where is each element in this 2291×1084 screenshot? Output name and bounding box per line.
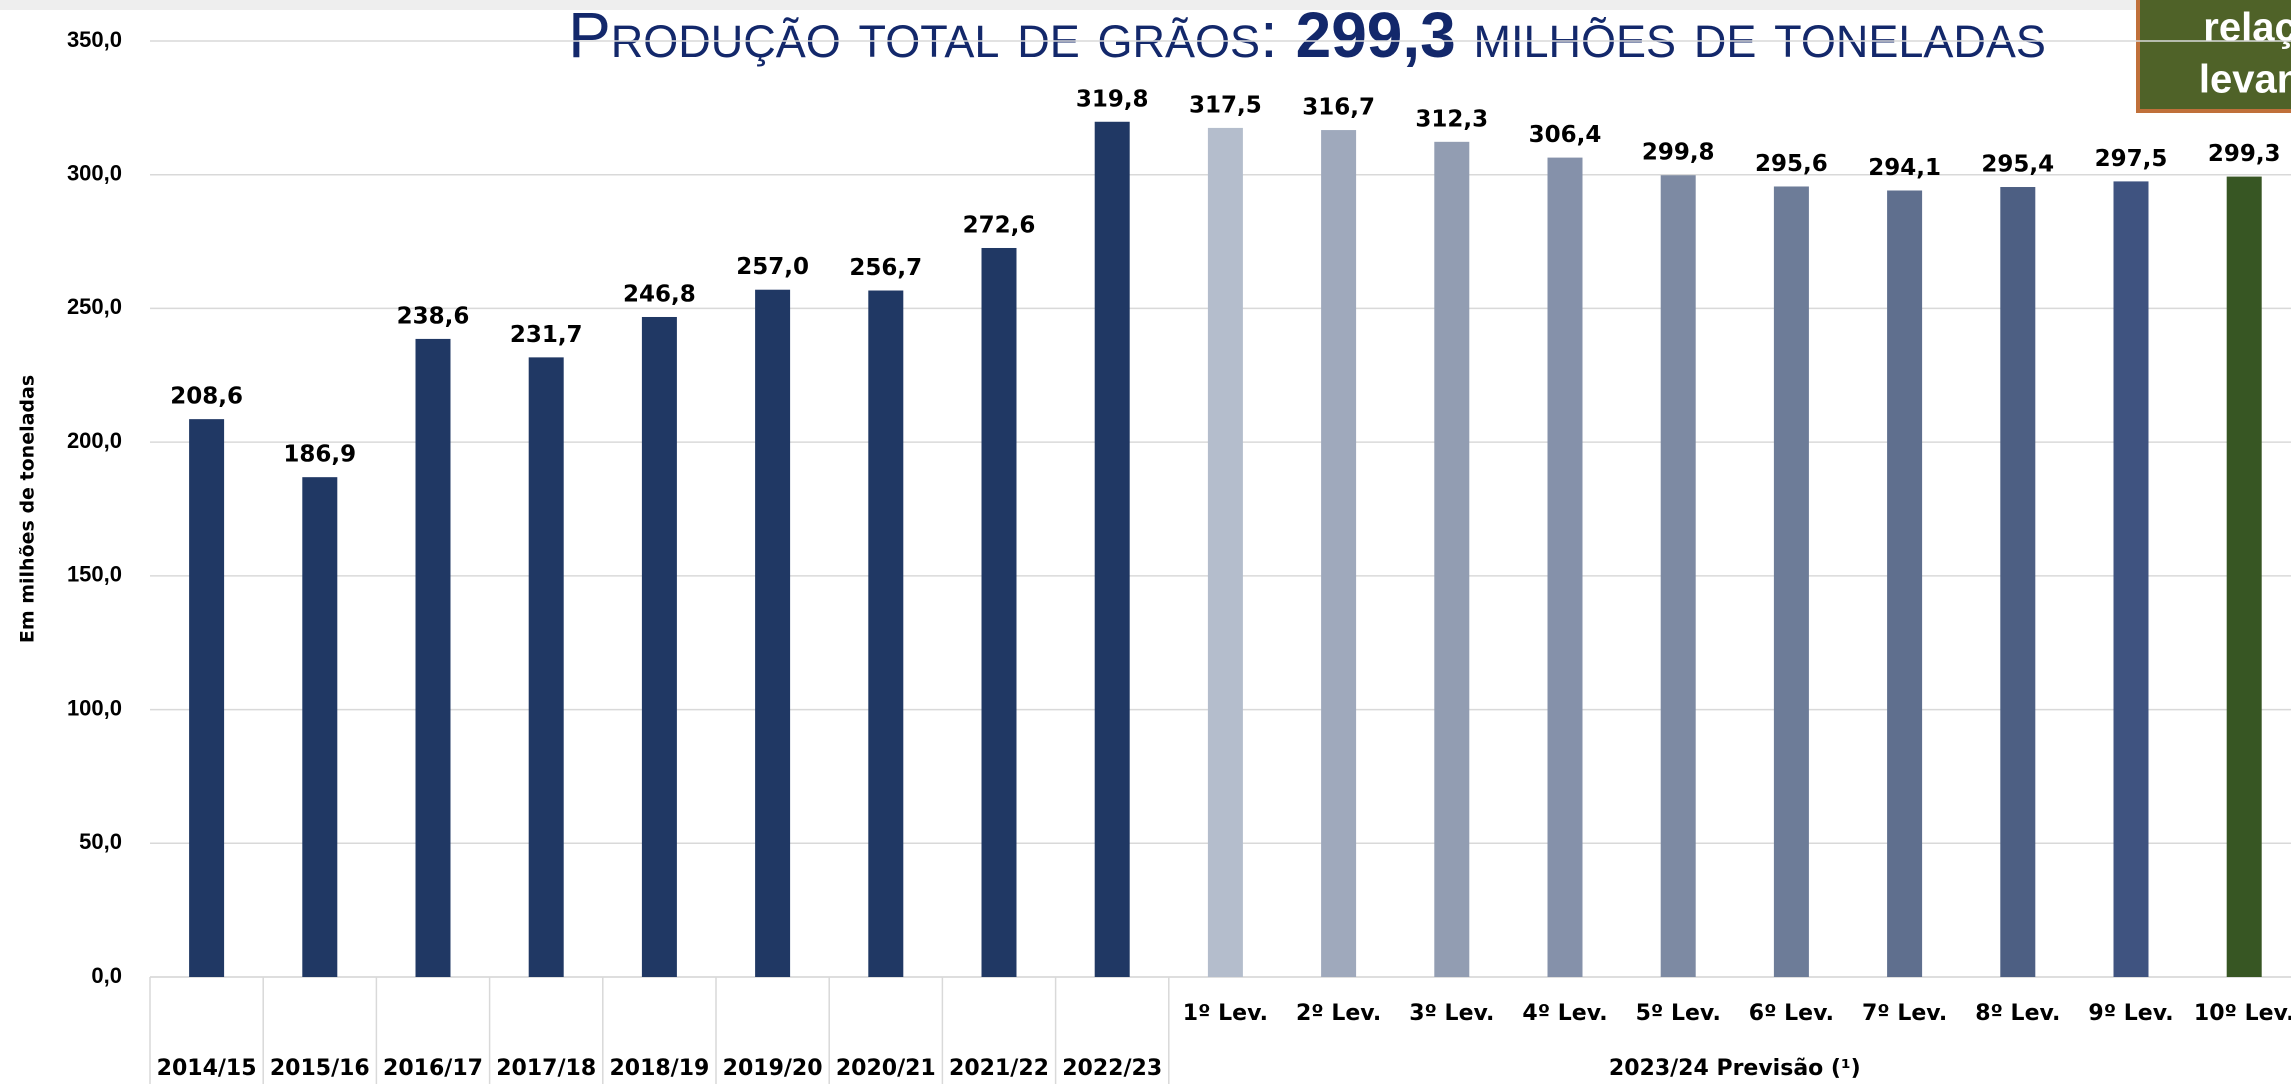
bar: [2000, 187, 2036, 978]
group-label: 2023/24 Previsão (¹): [1609, 1056, 1861, 1081]
bar: [1094, 121, 1130, 977]
value-label: 208,6: [170, 384, 243, 410]
bar: [1207, 127, 1243, 977]
x-tick-label: 5º Lev.: [1636, 1001, 1721, 1026]
y-tick-label: 250,0: [67, 294, 122, 319]
x-tick-label: 2020/21: [836, 1056, 936, 1081]
value-label: 316,7: [1302, 95, 1375, 121]
bar: [868, 290, 904, 977]
x-tick-label: 2º Lev.: [1296, 1001, 1381, 1026]
bar: [1547, 157, 1583, 977]
bar: [2113, 181, 2149, 977]
x-tick-label: 2019/20: [723, 1056, 823, 1081]
chart-title: Produção total de grãos: 299,3 milhões d…: [568, 0, 2046, 71]
value-label: 272,6: [963, 212, 1036, 238]
x-tick-label: 2021/22: [949, 1056, 1049, 1081]
bar: [1434, 141, 1470, 978]
x-tick-label: 2016/17: [383, 1056, 483, 1081]
x-tick-label: 6º Lev.: [1749, 1001, 1834, 1026]
y-tick-label: 150,0: [67, 562, 122, 587]
title-value: 299,3: [1296, 0, 1456, 71]
x-tick-label: 8º Lev.: [1975, 1001, 2060, 1026]
x-tick-label: 2015/16: [270, 1056, 370, 1081]
y-axis-label: Em milhões de toneladas: [17, 375, 39, 643]
bar: [641, 316, 677, 977]
value-label: 297,5: [2095, 146, 2168, 172]
value-label: 319,8: [1076, 86, 1149, 112]
y-tick-label: 100,0: [67, 695, 122, 720]
value-label: 317,5: [1189, 92, 1262, 118]
bar: [415, 338, 451, 978]
bar: [302, 477, 338, 977]
value-label: 257,0: [736, 254, 809, 280]
callout-text: relaç: [2203, 6, 2291, 50]
bar: [1321, 130, 1357, 977]
x-tick-label: 2022/23: [1062, 1056, 1162, 1081]
x-tick-label: 4º Lev.: [1522, 1001, 1607, 1026]
top-strip: [0, 0, 2291, 10]
bar: [2226, 176, 2262, 977]
value-label: 256,7: [849, 255, 922, 281]
bar: [1887, 190, 1923, 978]
callout-box: [2136, 0, 2291, 113]
x-tick-label: 3º Lev.: [1409, 1001, 1494, 1026]
value-label: 312,3: [1415, 106, 1488, 132]
x-tick-label: 2017/18: [496, 1056, 596, 1081]
x-tick-label: 2018/19: [609, 1056, 709, 1081]
bar: [189, 419, 225, 977]
x-tick-label: 7º Lev.: [1862, 1001, 1947, 1026]
callout-text: levan: [2199, 58, 2291, 102]
bar: [981, 247, 1017, 977]
x-tick-label: 2014/15: [157, 1056, 257, 1081]
value-label: 294,1: [1868, 155, 1941, 181]
x-tick-label: 9º Lev.: [2088, 1001, 2173, 1026]
bar: [1660, 175, 1696, 977]
bar: [755, 289, 791, 977]
bar: [528, 357, 564, 977]
value-label: 295,4: [1981, 152, 2054, 178]
value-label: 299,3: [2208, 141, 2281, 167]
y-tick-label: 0,0: [91, 963, 122, 988]
value-label: 299,8: [1642, 140, 1715, 166]
bar: [1773, 186, 1809, 977]
x-tick-label: 1º Lev.: [1183, 1001, 1268, 1026]
value-label: 186,9: [283, 442, 356, 468]
value-label: 231,7: [510, 322, 583, 348]
y-tick-label: 300,0: [67, 161, 122, 186]
y-tick-label: 200,0: [67, 428, 122, 453]
value-label: 238,6: [397, 303, 470, 329]
title-part: milhões de toneladas: [1456, 0, 2046, 71]
x-tick-label: 10º Lev.: [2194, 1001, 2291, 1026]
y-tick-label: 350,0: [67, 27, 122, 52]
title-part: Produção total de grãos:: [568, 0, 1296, 71]
value-label: 246,8: [623, 281, 696, 307]
y-tick-label: 50,0: [79, 829, 122, 854]
value-label: 306,4: [1529, 122, 1602, 148]
value-label: 295,6: [1755, 151, 1828, 177]
